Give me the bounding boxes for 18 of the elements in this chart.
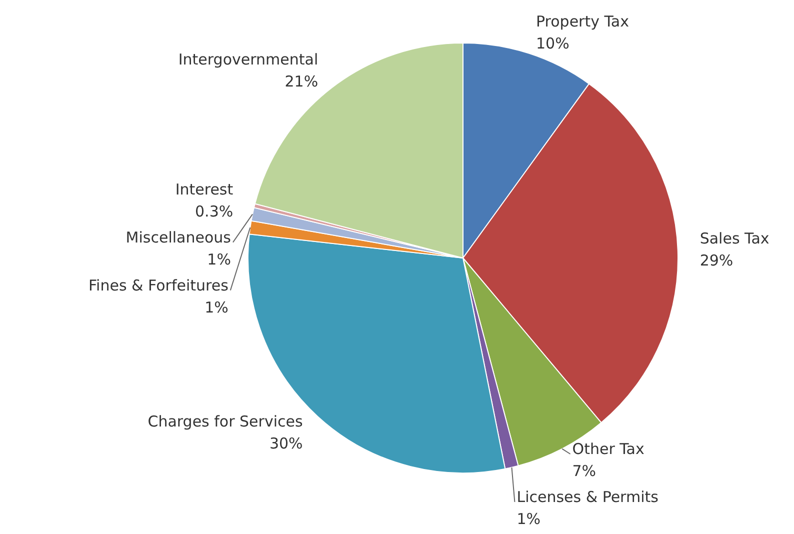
data-label: 21% (284, 72, 318, 90)
data-label: 30% (269, 434, 303, 453)
data-label: 7% (572, 462, 596, 480)
slice-label: Miscellaneous (126, 228, 232, 246)
data-label: 1% (204, 298, 228, 316)
data-label: 1% (516, 510, 541, 528)
slice-label: Property Tax (536, 12, 630, 31)
data-label: 0.3% (195, 202, 234, 220)
data-label: 29% (700, 251, 734, 270)
slice-label: Other Tax (572, 440, 645, 458)
slice-label: Charges for Services (148, 412, 303, 431)
slice-label: Licenses & Permits (516, 488, 659, 506)
slice-label: Sales Tax (700, 229, 770, 248)
slice-label: Fines & Forfeitures (88, 276, 229, 294)
data-label: 10% (536, 34, 570, 53)
slice-label: Interest (175, 180, 234, 198)
data-label: 1% (207, 250, 231, 268)
slice-label: Intergovernmental (178, 50, 318, 68)
